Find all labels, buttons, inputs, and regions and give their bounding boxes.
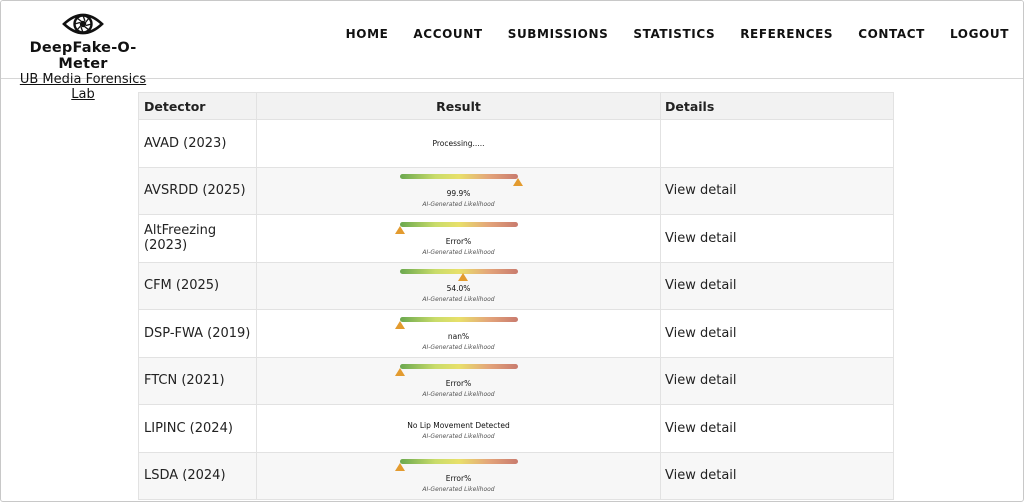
result-value: Error% (445, 236, 472, 246)
gauge-bar (399, 221, 518, 227)
result-cell: 54.0% AI-Generated Likelihood (256, 261, 661, 310)
table-row: DSP-FWA (2019) nan% AI-Generated Likelihoo… (138, 309, 894, 358)
likelihood-gauge (394, 221, 518, 234)
gauge-caption: AI-Generated Likelihood (422, 201, 495, 209)
gauge-caption: AI-Generated Likelihood (422, 343, 495, 351)
detector-name: CFM (2025) (138, 261, 257, 310)
results-table: Detector Result Details AVAD (2023) Proce… (138, 92, 894, 500)
result-cell: Error% AI-Generated Likelihood (256, 356, 661, 405)
nav-contact[interactable]: CONTACT (858, 27, 925, 41)
detector-name: AltFreezing (2023) (138, 214, 257, 263)
gauge-caption: AI-Generated Likelihood (422, 486, 495, 494)
view-detail-link[interactable]: View detail (660, 451, 894, 500)
gauge-caption: AI-Generated Likelihood (422, 432, 495, 440)
results-table-wrapper: Detector Result Details AVAD (2023) Proce… (138, 92, 894, 500)
header-detector: Detector (138, 92, 257, 120)
result-status: Processing..... (432, 138, 485, 148)
nav-statistics[interactable]: STATISTICS (633, 27, 716, 41)
gauge-marker-icon (394, 225, 405, 234)
view-detail-link (660, 119, 894, 168)
nav-submissions[interactable]: SUBMISSIONS (507, 27, 609, 41)
result-value: 99.9% (446, 189, 471, 199)
site-header: DeepFake-O-Meter UB Media Forensics Lab … (1, 1, 1023, 102)
result-cell: Processing..... (256, 119, 661, 168)
brand[interactable]: DeepFake-O-Meter UB Media Forensics Lab (9, 9, 157, 102)
result-cell: 99.9% AI-Generated Likelihood (256, 166, 661, 215)
gauge-bar (399, 459, 518, 465)
gauge-bar (399, 269, 518, 275)
main-nav: HOME ACCOUNT SUBMISSIONS STATISTICS REFE… (346, 27, 1009, 41)
table-header-row: Detector Result Details (138, 92, 894, 120)
likelihood-gauge (394, 363, 518, 377)
gauge-bar (399, 174, 518, 180)
site-name: DeepFake-O-Meter (29, 40, 137, 72)
result-value: Error% (445, 379, 472, 389)
view-detail-link[interactable]: View detail (660, 261, 894, 310)
result-cell: Error% AI-Generated Likelihood (256, 451, 661, 500)
gauge-marker-icon (394, 320, 405, 329)
result-value: nan% (447, 331, 470, 341)
table-row: LIPINC (2024) No Lip Movement Detected AI-… (138, 404, 894, 453)
table-row: AltFreezing (2023) Error% AI-Generated Lik… (138, 214, 894, 263)
gauge-marker-icon (394, 368, 405, 377)
nav-references[interactable]: REFERENCES (740, 27, 834, 41)
gauge-caption: AI-Generated Likelihood (422, 248, 495, 256)
gauge-caption: AI-Generated Likelihood (422, 391, 495, 399)
gauge-bar (399, 364, 518, 370)
likelihood-gauge (394, 316, 518, 329)
gauge-marker-icon (458, 273, 469, 282)
result-cell: No Lip Movement Detected AI-Generated Lik… (256, 404, 661, 453)
likelihood-gauge (394, 458, 518, 472)
likelihood-gauge (399, 268, 518, 282)
view-detail-link[interactable]: View detail (660, 356, 894, 405)
eye-aperture-icon (62, 13, 104, 35)
table-row: AVSRDD (2025) 99.9% AI-Generated Likelihoo… (138, 166, 894, 215)
result-cell: Error% AI-Generated Likelihood (256, 214, 661, 263)
nav-logout[interactable]: LOGOUT (949, 27, 1009, 41)
view-detail-link[interactable]: View detail (660, 404, 894, 453)
result-cell: nan% AI-Generated Likelihood (256, 309, 661, 358)
gauge-marker-icon (394, 463, 405, 472)
detector-name: DSP-FWA (2019) (138, 309, 257, 358)
result-value: 54.0% (446, 284, 471, 294)
detector-name: AVSRDD (2025) (138, 166, 257, 215)
gauge-bar (399, 316, 518, 322)
view-detail-link[interactable]: View detail (660, 214, 894, 263)
detector-name: LIPINC (2024) (138, 404, 257, 453)
table-row: CFM (2025) 54.0% AI-Generated Likelihood Vi… (138, 261, 894, 310)
result-status: No Lip Movement Detected (407, 420, 510, 430)
gauge-caption: AI-Generated Likelihood (422, 296, 495, 304)
table-row: LSDA (2024) Error% AI-Generated Likelihood… (138, 451, 894, 500)
table-row: AVAD (2023) Processing..... (138, 119, 894, 168)
lab-link[interactable]: UB Media Forensics Lab (19, 72, 147, 102)
gauge-marker-icon (512, 178, 523, 187)
result-value: Error% (445, 474, 472, 484)
header-details: Details (660, 92, 894, 120)
view-detail-link[interactable]: View detail (660, 309, 894, 358)
nav-home[interactable]: HOME (345, 27, 389, 41)
table-row: FTCN (2021) Error% AI-Generated Likelihood… (138, 356, 894, 405)
likelihood-gauge (399, 173, 523, 187)
header-result: Result (256, 92, 661, 120)
table-body: AVAD (2023) Processing..... AVSRDD (2025) 9… (138, 119, 894, 500)
detector-name: AVAD (2023) (138, 119, 257, 168)
view-detail-link[interactable]: View detail (660, 166, 894, 215)
detector-name: LSDA (2024) (138, 451, 257, 500)
detector-name: FTCN (2021) (138, 356, 257, 405)
nav-account[interactable]: ACCOUNT (413, 27, 483, 41)
